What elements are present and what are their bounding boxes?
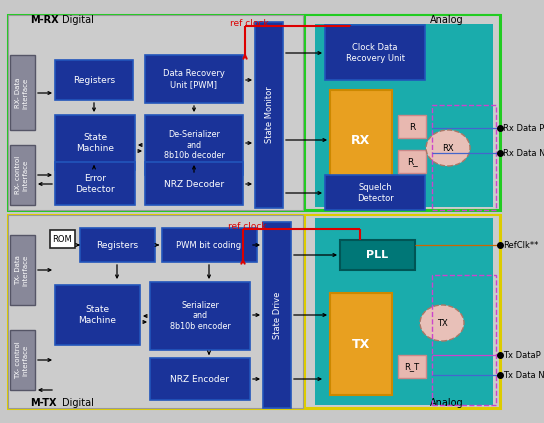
Text: RX: RX — [351, 134, 370, 146]
Text: Analog: Analog — [430, 398, 463, 408]
Bar — [263, 222, 291, 408]
Text: PWM bit coding: PWM bit coding — [176, 241, 242, 250]
Bar — [145, 55, 243, 103]
Text: TX: TX — [437, 319, 447, 327]
Bar — [10, 330, 35, 390]
Text: Registers: Registers — [73, 75, 115, 85]
Bar — [330, 90, 392, 190]
Bar — [10, 235, 35, 305]
Text: NRZ Decoder: NRZ Decoder — [164, 179, 224, 189]
Text: Analog: Analog — [430, 15, 463, 25]
Bar — [8, 15, 500, 210]
Text: Clock Data
Recovery Unit: Clock Data Recovery Unit — [345, 43, 405, 63]
Bar — [398, 150, 426, 173]
Text: Digital: Digital — [62, 398, 94, 408]
Text: Error
Detector: Error Detector — [75, 174, 115, 194]
Text: TX- Data
interface: TX- Data interface — [15, 254, 28, 286]
Bar — [315, 24, 493, 207]
Text: Data Recovery
Unit [PWM]: Data Recovery Unit [PWM] — [163, 69, 225, 89]
Ellipse shape — [426, 130, 470, 166]
Text: TX- control
interface: TX- control interface — [15, 341, 28, 379]
Bar — [145, 162, 243, 205]
Bar — [340, 240, 415, 270]
Bar — [10, 145, 35, 205]
Bar — [150, 282, 250, 350]
Text: PLL: PLL — [366, 250, 388, 260]
Bar — [55, 285, 140, 345]
Bar — [432, 105, 496, 210]
Text: R: R — [409, 123, 415, 132]
Text: State Drive: State Drive — [273, 291, 281, 339]
Bar — [162, 228, 257, 262]
Bar — [305, 215, 500, 408]
Text: RefClk**: RefClk** — [503, 241, 539, 250]
Text: ref clock: ref clock — [228, 222, 267, 231]
Text: State
Machine: State Machine — [76, 133, 114, 153]
Bar — [8, 15, 303, 210]
Text: M-TX: M-TX — [30, 398, 57, 408]
Bar — [315, 218, 493, 405]
Text: State Monitor: State Monitor — [264, 87, 274, 143]
Text: TX: TX — [352, 338, 370, 351]
Bar — [398, 115, 426, 138]
Bar — [55, 115, 135, 170]
Bar — [432, 275, 496, 405]
Bar — [150, 358, 250, 400]
Bar — [55, 162, 135, 205]
Text: State
Machine: State Machine — [78, 305, 116, 325]
Bar — [55, 60, 133, 100]
Text: NRZ Encoder: NRZ Encoder — [170, 374, 230, 384]
Bar — [398, 355, 426, 378]
Bar — [80, 228, 155, 262]
Bar — [8, 215, 303, 408]
Text: Digital: Digital — [62, 15, 94, 25]
Text: ref clock: ref clock — [230, 19, 269, 27]
Text: Serializer
and
8b10b encoder: Serializer and 8b10b encoder — [170, 301, 230, 331]
Text: RX: RX — [442, 143, 454, 153]
Text: Rx Data N: Rx Data N — [503, 148, 544, 157]
Bar — [305, 15, 500, 210]
Bar — [8, 215, 500, 408]
Text: Rx Data P: Rx Data P — [503, 124, 544, 132]
Text: Tx DataP: Tx DataP — [503, 351, 541, 360]
Text: Tx Data N: Tx Data N — [503, 371, 544, 379]
Text: RX- control
interface: RX- control interface — [15, 156, 28, 194]
Bar — [10, 55, 35, 130]
Text: Squelch
Detector: Squelch Detector — [357, 183, 393, 203]
Text: R_: R_ — [406, 157, 417, 167]
Bar — [330, 293, 392, 395]
Bar — [325, 175, 425, 210]
Bar — [325, 25, 425, 80]
Text: ROM: ROM — [52, 234, 72, 244]
Text: M-RX: M-RX — [30, 15, 59, 25]
Text: Registers: Registers — [96, 241, 138, 250]
Text: R_T: R_T — [404, 363, 419, 371]
Text: De-Serializer
and
8b10b decoder: De-Serializer and 8b10b decoder — [164, 130, 225, 160]
Text: RX- Data
interface: RX- Data interface — [15, 77, 28, 109]
Bar — [255, 22, 283, 208]
Bar — [145, 115, 243, 175]
Bar — [50, 230, 75, 248]
Ellipse shape — [420, 305, 464, 341]
